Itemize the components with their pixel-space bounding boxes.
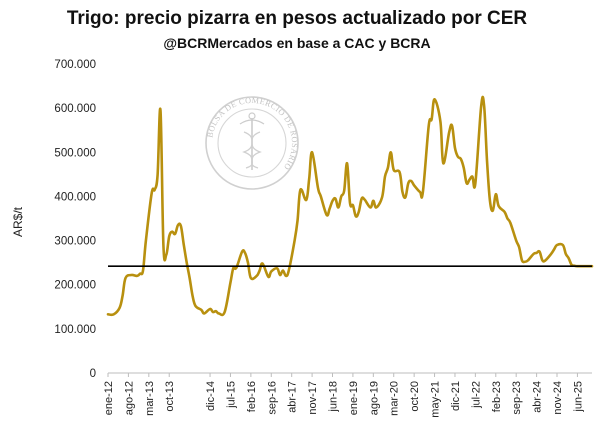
chart-title: Trigo: precio pizarra en pesos actualiza… (67, 8, 528, 29)
series-layer (106, 95, 594, 317)
y-axis-tick-labels: 700.000 600.000 500.000 400.000 300.000 200.0… (54, 59, 96, 380)
x-tick-label: jul-22 (470, 381, 482, 409)
y-tick-label: 500.000 (54, 147, 96, 159)
x-tick-label: may-21 (430, 381, 442, 418)
x-tick-label: sep-23 (511, 381, 523, 415)
x-tick-label: dic-14 (205, 381, 217, 411)
x-tick-label: ago-12 (123, 381, 135, 415)
x-tick-label: ene-12 (103, 381, 115, 415)
x-tick-label: jun-25 (572, 381, 584, 413)
y-tick-label: 700.000 (54, 59, 96, 71)
y-tick-label: 400.000 (54, 191, 96, 203)
y-axis-label: AR$/t (11, 206, 25, 237)
x-tick-label: ene-19 (348, 381, 360, 415)
x-tick-label: mar-13 (144, 381, 156, 416)
x-tick-label: feb-23 (491, 381, 503, 412)
x-tick-label: feb-16 (246, 381, 258, 412)
y-tick-label: 200.000 (54, 280, 96, 292)
x-tick-label: ago-19 (368, 381, 380, 415)
x-tick-label: jul-15 (225, 381, 237, 409)
x-tick-label: nov-17 (307, 381, 319, 415)
series-line-0 (106, 95, 594, 317)
bolsa-de-comercio-seal-watermark: BOLSA DE COMERCIO DE ROSARIO (205, 96, 299, 190)
x-tick-label: abr-17 (287, 381, 299, 413)
x-tick-label: mar-20 (389, 381, 401, 416)
y-tick-label: 0 (90, 368, 96, 380)
x-tick-label: dic-21 (450, 381, 462, 411)
x-axis-tick-labels: ene-12 ago-12 mar-13 oct-13 dic-14 jul-15 feb-… (103, 373, 584, 418)
y-tick-label: 100.000 (54, 324, 96, 336)
x-tick-label: jun-18 (328, 381, 340, 413)
chart-subtitle: @BCRMercados en base a CAC y BCRA (163, 35, 430, 51)
x-tick-label: nov-24 (552, 381, 564, 415)
x-tick-label: sep-16 (266, 381, 278, 415)
x-tick-label: oct-20 (409, 381, 421, 412)
x-tick-label: abr-24 (532, 381, 544, 413)
x-tick-label: oct-13 (164, 381, 176, 412)
y-tick-label: 600.000 (54, 103, 96, 115)
y-tick-label: 300.000 (54, 236, 96, 248)
